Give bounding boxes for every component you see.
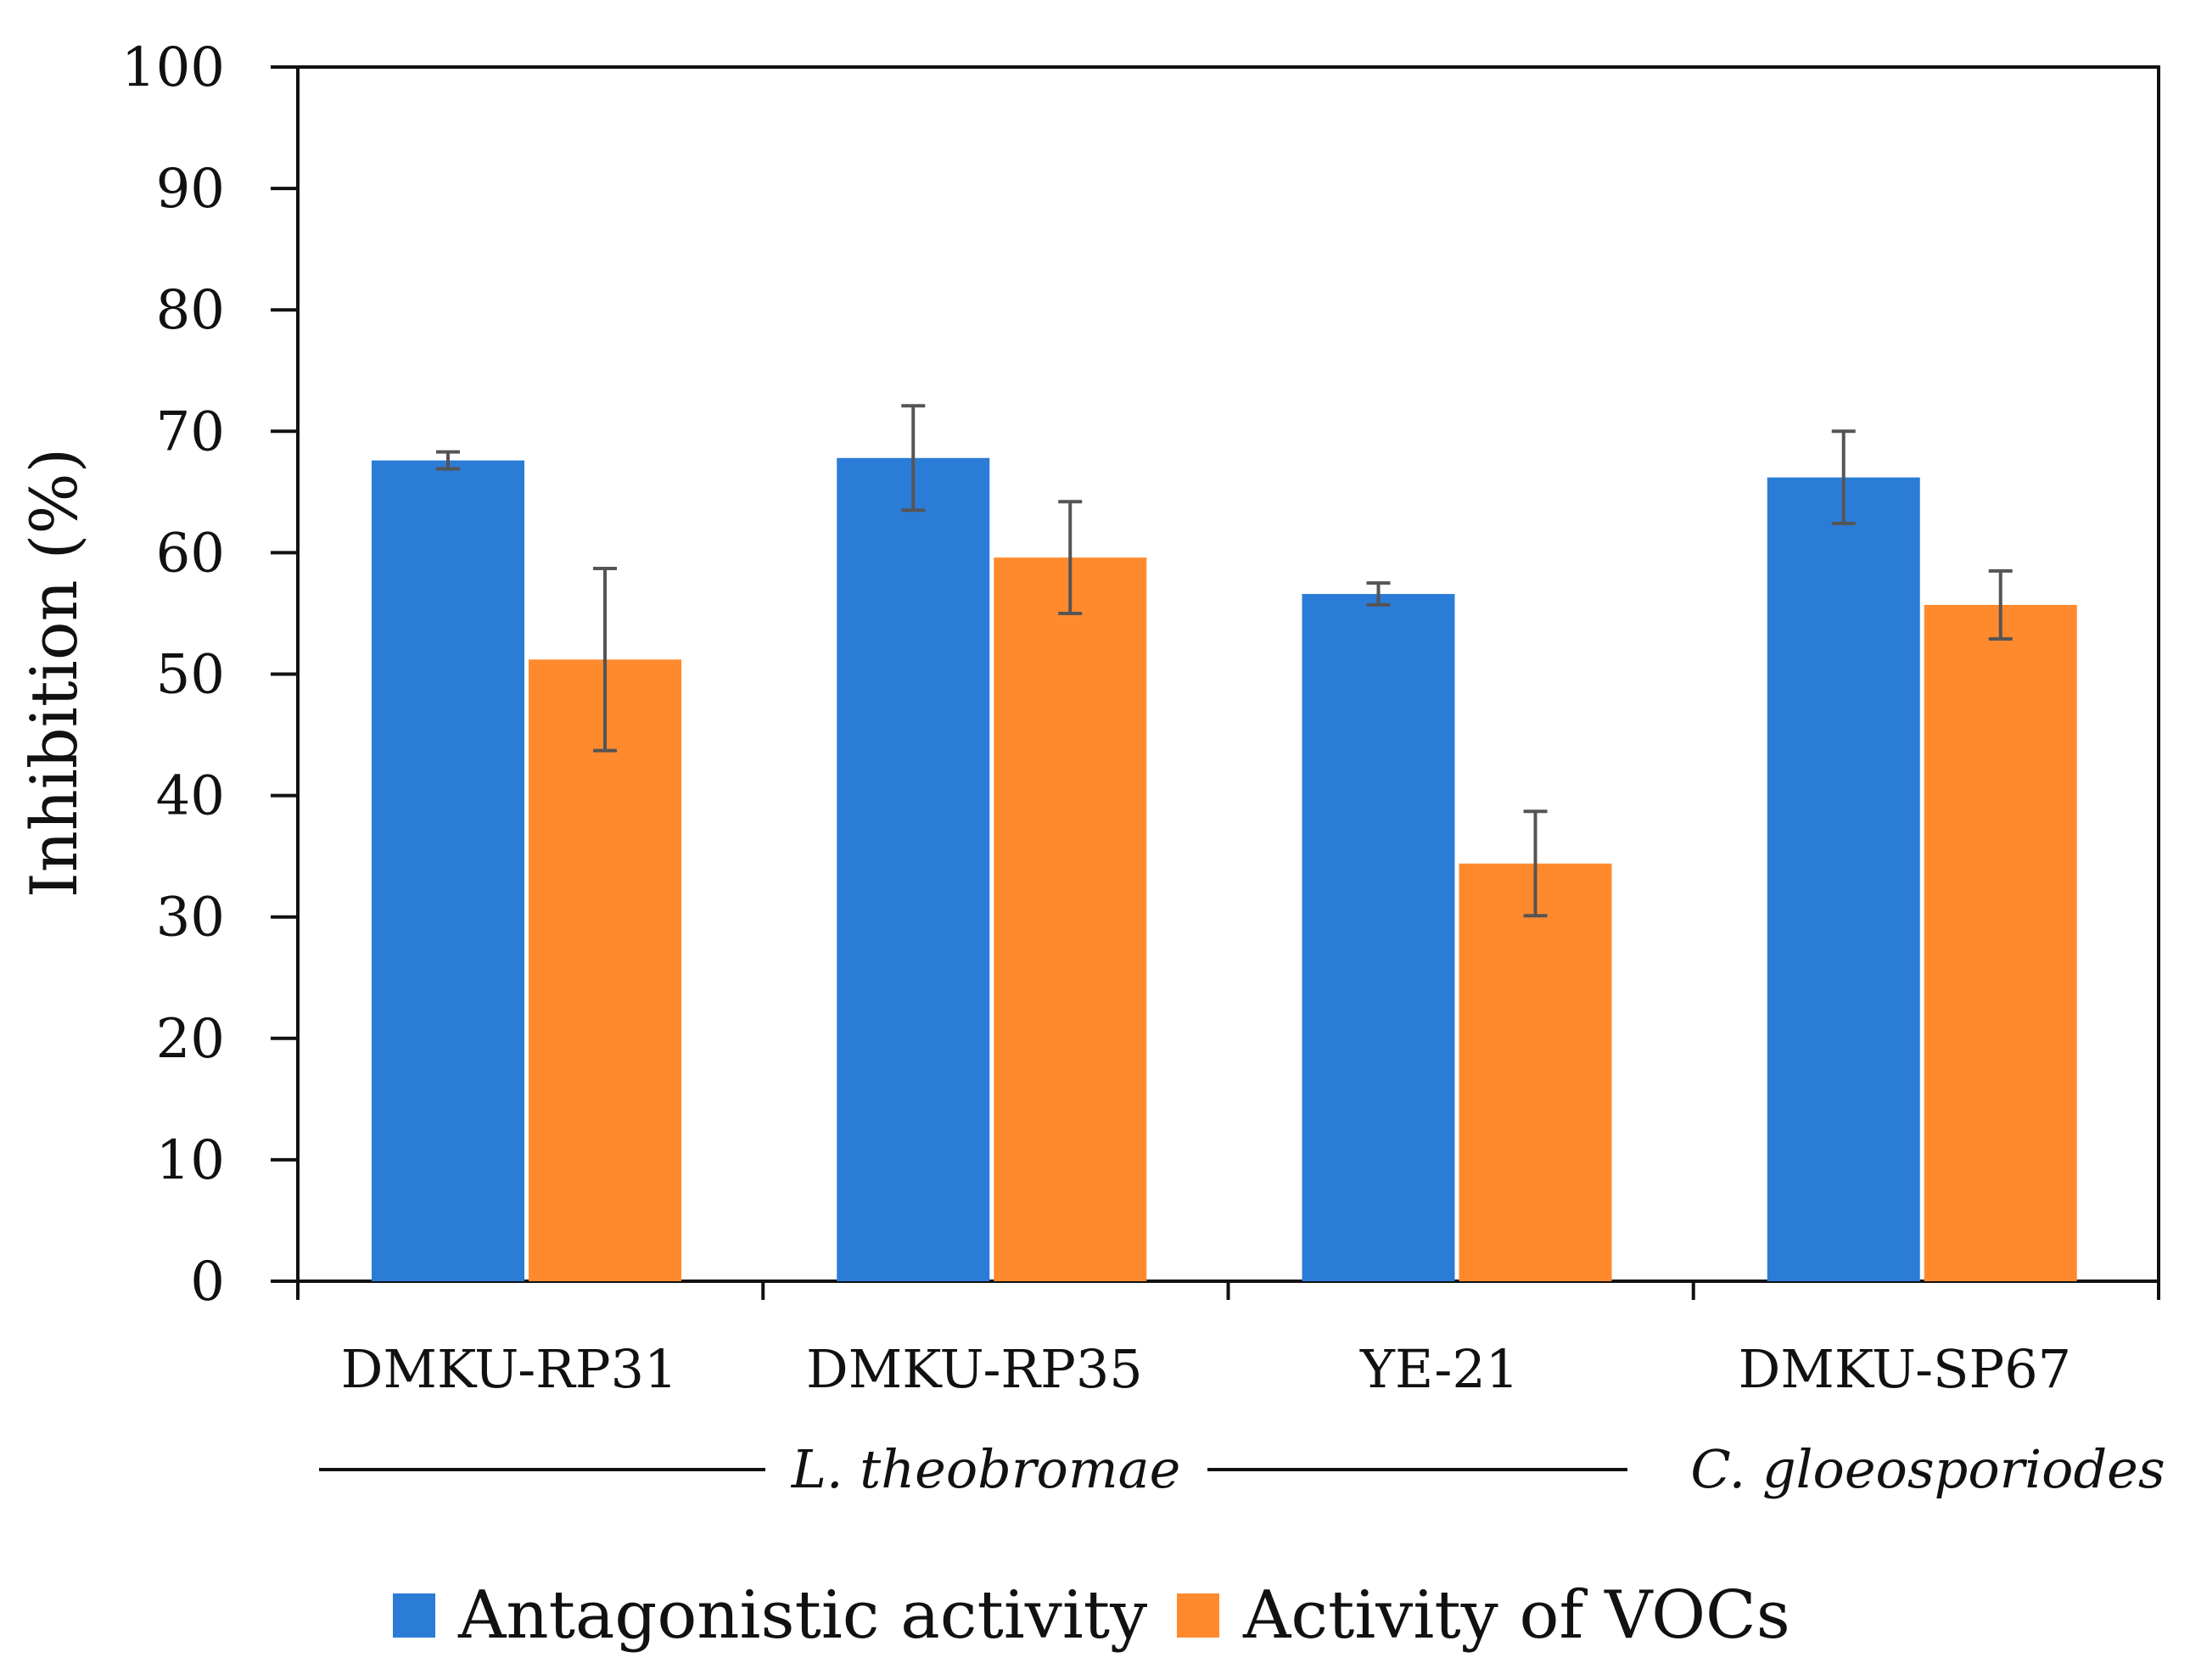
x-tick-label: DMKU-RP31	[341, 1338, 678, 1400]
y-tick-label: 70	[156, 400, 225, 463]
x-tick-label: DMKU-SP67	[1739, 1338, 2072, 1400]
legend: Antagonistic activity Activity of VOCs	[393, 1577, 1790, 1654]
group-label: C. gloeosporiodes	[1690, 1438, 2165, 1500]
category-groups: L. theobromae C. gloeosporiodes	[319, 1438, 2165, 1500]
bars	[372, 404, 2077, 1281]
x-tick-label: YE-21	[1359, 1338, 1519, 1400]
axes: 0 10 20 30 40 50 60 70 80 90 100	[121, 36, 2160, 1313]
y-tick-label: 100	[121, 36, 225, 99]
y-tick-label: 80	[156, 279, 225, 342]
group-label: L. theobromae	[791, 1438, 1181, 1500]
bar-antagonistic-ye-21	[1302, 594, 1455, 1281]
y-tick-label: 20	[156, 1008, 225, 1071]
bar-antagonistic-dmku-rp31	[372, 460, 524, 1281]
bar-vocs-dmku-rp31	[529, 659, 681, 1281]
legend-label: Activity of VOCs	[1242, 1577, 1790, 1654]
bar-vocs-ye-21	[1459, 863, 1612, 1281]
y-tick-label: 60	[156, 522, 225, 585]
x-tick-label: DMKU-RP35	[806, 1338, 1143, 1400]
bar-antagonistic-dmku-sp67	[1767, 477, 1920, 1281]
legend-label: Antagonistic activity	[457, 1577, 1147, 1654]
y-tick-label: 0	[190, 1251, 225, 1313]
y-tick-label: 10	[156, 1129, 225, 1192]
y-tick-label: 50	[156, 644, 225, 707]
y-tick-label: 90	[156, 158, 225, 221]
bar-vocs-dmku-rp35	[994, 557, 1147, 1281]
bar-antagonistic-dmku-rp35	[837, 457, 990, 1281]
x-axis-labels: DMKU-RP31 DMKU-RP35 YE-21 DMKU-SP67	[341, 1338, 2071, 1400]
y-axis-label: Inhibition (%)	[16, 448, 92, 898]
bar-vocs-dmku-sp67	[1924, 604, 2077, 1281]
y-tick-label: 30	[156, 887, 225, 949]
legend-swatch	[393, 1593, 435, 1638]
legend-swatch	[1177, 1593, 1219, 1638]
y-tick-label: 40	[156, 765, 225, 828]
